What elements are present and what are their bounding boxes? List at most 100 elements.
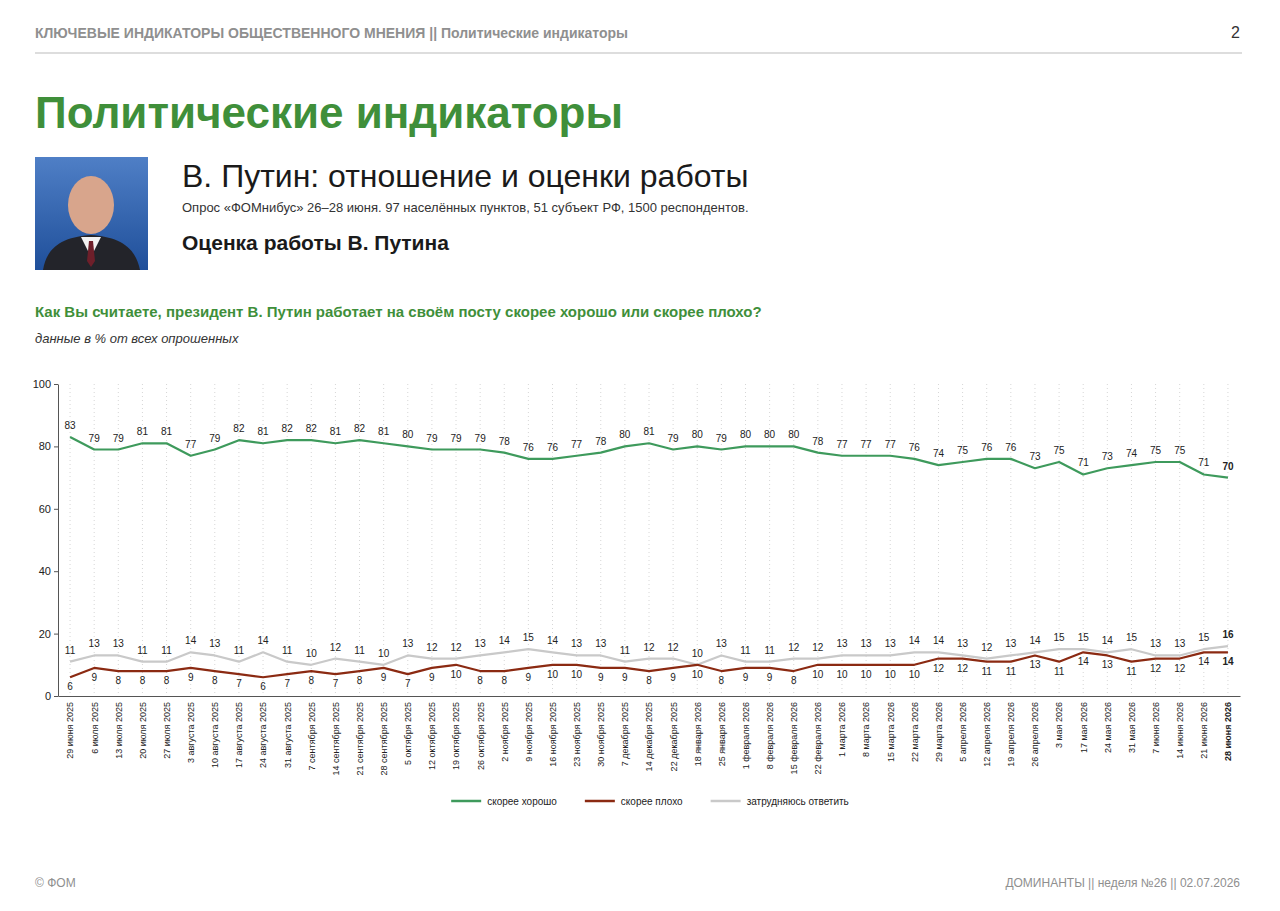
x-tick: 15 февраля 2026 <box>789 696 799 774</box>
x-tick-label: 29 июня 2025 <box>65 702 75 759</box>
x-tick-label: 5 апреля 2026 <box>958 702 968 762</box>
data-label: 80 <box>740 429 752 440</box>
data-label: 12 <box>933 663 945 674</box>
grid-line <box>938 384 939 696</box>
data-label: 9 <box>526 672 532 683</box>
photo-suit <box>43 235 140 270</box>
legend: скорее хорошоскорее плохозатрудняюсь отв… <box>451 796 849 807</box>
x-tick: 5 октября 2025 <box>403 696 413 765</box>
data-label: 10 <box>306 648 318 659</box>
data-label: 10 <box>547 669 559 680</box>
data-label: 14 <box>1198 656 1210 667</box>
x-tick-label: 22 марта 2026 <box>910 702 920 762</box>
data-label: 10 <box>812 669 824 680</box>
data-label: 13 <box>957 638 969 649</box>
data-label: 7 <box>284 678 290 689</box>
data-label: 73 <box>1029 451 1041 462</box>
data-label: 11 <box>1054 666 1065 677</box>
grid-line <box>504 384 505 696</box>
data-label: 13 <box>113 638 125 649</box>
data-label: 14 <box>1078 656 1090 667</box>
data-label: 9 <box>622 672 628 683</box>
x-tick-label: 28 сентября 2025 <box>379 702 389 775</box>
y-tick-mark <box>54 571 58 572</box>
x-tick: 9 ноября 2025 <box>524 696 534 762</box>
x-tick-label: 14 июня 2026 <box>1175 702 1185 759</box>
x-tick-label: 1 февраля 2026 <box>741 702 751 769</box>
data-label: 7 <box>236 678 242 689</box>
data-label: 14 <box>933 635 945 646</box>
x-tick-label: 22 декабря 2025 <box>669 702 679 771</box>
x-tick-label: 7 сентября 2025 <box>307 702 317 770</box>
x-tick: 24 мая 2026 <box>1103 696 1113 753</box>
x-tick-label: 8 марта 2026 <box>861 702 871 757</box>
x-tick: 22 марта 2026 <box>910 696 920 762</box>
x-tick-label: 8 февраля 2026 <box>765 702 775 769</box>
x-tick: 25 января 2026 <box>717 696 727 766</box>
data-label: 13 <box>402 638 414 649</box>
data-label: 8 <box>646 675 652 686</box>
x-tick-label: 22 февраля 2026 <box>813 702 823 774</box>
data-labels: 8379798181777982818282818281807979797876… <box>64 420 1233 692</box>
data-label: 81 <box>161 426 173 437</box>
x-tick-label: 3 мая 2026 <box>1054 702 1064 748</box>
data-label: 81 <box>257 426 269 437</box>
data-label: 13 <box>89 638 101 649</box>
x-tick: 21 сентября 2025 <box>355 696 365 775</box>
data-label: 8 <box>164 675 170 686</box>
footer-left: © ФОМ <box>35 876 76 890</box>
series-line <box>70 652 1228 677</box>
data-label: 10 <box>909 669 921 680</box>
grid-line <box>1227 384 1228 696</box>
x-tick-label: 7 декабря 2025 <box>620 702 630 766</box>
data-label: 9 <box>91 672 97 683</box>
legend-swatch <box>451 800 481 803</box>
data-label: 12 <box>957 663 969 674</box>
data-label: 76 <box>909 442 921 453</box>
y-tick-label: 20 <box>39 628 51 640</box>
data-label: 8 <box>116 675 122 686</box>
data-label: 82 <box>282 423 294 434</box>
data-label: 77 <box>861 439 873 450</box>
x-tick-label: 26 октября 2025 <box>476 702 486 770</box>
photo-bg <box>35 157 148 270</box>
data-label: 9 <box>381 672 387 683</box>
legend-swatch <box>585 800 615 803</box>
x-tick-label: 26 апреля 2026 <box>1030 702 1040 767</box>
data-label: 79 <box>668 433 680 444</box>
x-tick: 29 марта 2026 <box>934 696 944 762</box>
grid-line <box>1107 384 1108 696</box>
data-label: 11 <box>354 645 365 656</box>
x-tick: 31 августа 2025 <box>283 696 293 768</box>
page: КЛЮЧЕВЫЕ ИНДИКАТОРЫ ОБЩЕСТВЕННОГО МНЕНИЯ… <box>0 0 1280 911</box>
x-tick: 8 марта 2026 <box>861 696 871 757</box>
data-label: 77 <box>885 439 897 450</box>
x-tick-label: 31 мая 2026 <box>1127 702 1137 753</box>
data-label: 76 <box>1005 442 1017 453</box>
x-tick: 26 октября 2025 <box>476 696 486 770</box>
chart-title: Как Вы считаете, президент В. Путин рабо… <box>35 303 762 320</box>
y-tick-mark <box>54 509 58 510</box>
data-label: 71 <box>1078 457 1090 468</box>
data-label: 15 <box>1198 632 1210 643</box>
x-tick: 27 июля 2025 <box>162 696 172 759</box>
data-label: 81 <box>137 426 149 437</box>
data-label: 11 <box>137 645 148 656</box>
data-label: 14 <box>1029 635 1041 646</box>
data-label: 12 <box>812 642 824 653</box>
data-label: 9 <box>670 672 676 683</box>
data-label: 78 <box>499 436 511 447</box>
data-label: 9 <box>598 672 604 683</box>
x-tick: 28 июня 2026 <box>1223 696 1233 761</box>
data-label: 77 <box>836 439 848 450</box>
x-tick: 20 июля 2025 <box>138 696 148 759</box>
data-label: 82 <box>233 423 245 434</box>
grid-line <box>914 384 915 696</box>
data-label: 11 <box>1126 666 1137 677</box>
x-tick: 18 января 2026 <box>693 696 703 766</box>
section-title: Политические индикаторы <box>35 88 623 137</box>
x-tick-label: 19 октября 2025 <box>451 702 461 770</box>
data-label: 10 <box>692 648 704 659</box>
x-tick: 5 апреля 2026 <box>958 696 968 762</box>
y-tick: 100 <box>33 378 58 390</box>
